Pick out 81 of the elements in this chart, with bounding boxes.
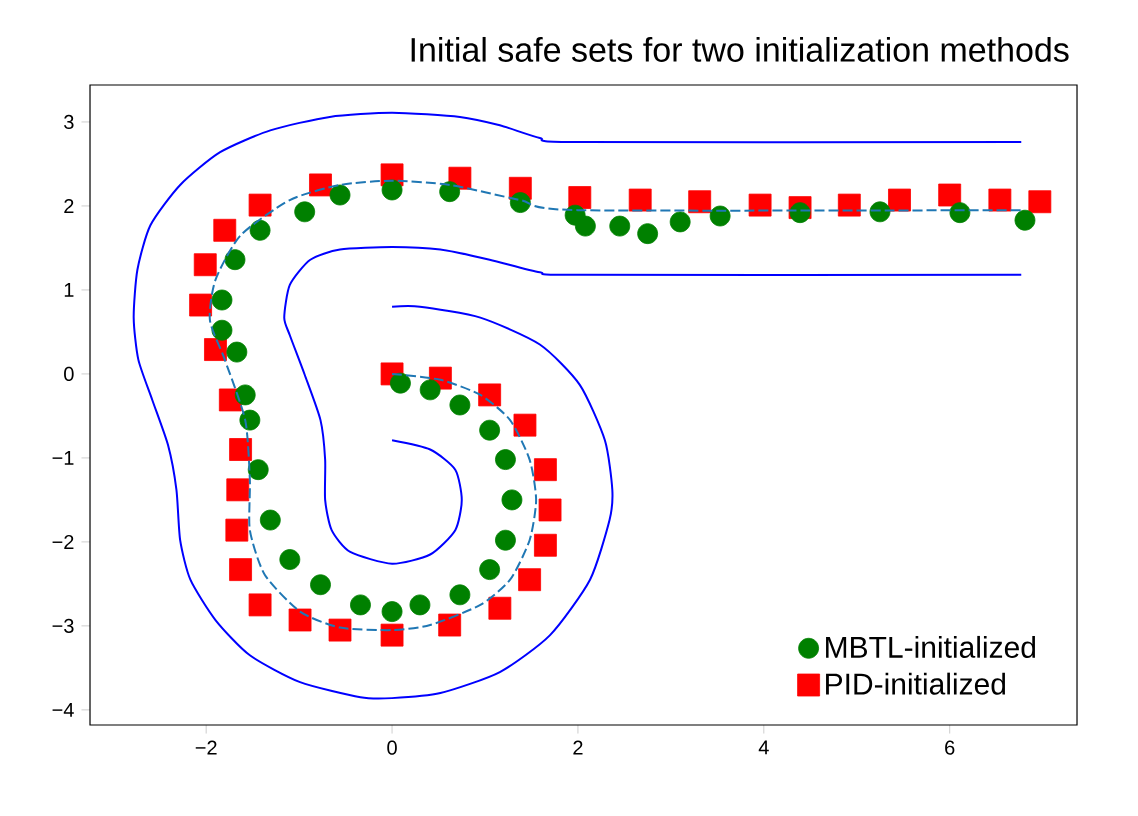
point <box>226 341 248 363</box>
point <box>193 253 217 277</box>
point <box>310 574 331 596</box>
point <box>409 594 431 616</box>
point <box>350 594 371 616</box>
point <box>189 293 212 317</box>
point <box>1014 209 1036 231</box>
point <box>637 223 659 245</box>
point <box>609 215 631 237</box>
x-tick-label: 6 <box>945 740 955 755</box>
point <box>224 249 246 271</box>
chart-title: Initial safe sets for two initialization methods <box>411 36 1069 62</box>
point <box>628 188 652 212</box>
point <box>513 413 537 437</box>
y-tick-label: −1 <box>52 451 74 465</box>
point <box>419 379 441 401</box>
point <box>234 384 256 406</box>
point <box>213 218 237 242</box>
y-tick-label: 1 <box>64 283 74 297</box>
y-tick-label: −2 <box>52 534 74 549</box>
point <box>478 383 502 407</box>
point <box>226 478 250 502</box>
point <box>748 193 772 217</box>
point <box>438 613 462 637</box>
y-tick-label: 2 <box>64 198 74 213</box>
point <box>1028 190 1052 214</box>
point <box>534 458 557 482</box>
point <box>211 319 233 341</box>
point <box>688 190 712 214</box>
point <box>288 608 312 632</box>
point <box>709 205 731 227</box>
point <box>249 219 271 241</box>
point <box>439 181 461 203</box>
point <box>479 559 501 581</box>
point <box>495 529 516 551</box>
y-tick-label: 0 <box>64 366 74 381</box>
point <box>239 409 261 431</box>
point <box>390 372 411 394</box>
point <box>501 489 523 511</box>
x-tick-label: 4 <box>758 740 769 755</box>
y-tick-label: 3 <box>64 114 74 130</box>
line-series <box>283 246 1023 565</box>
point <box>488 596 512 620</box>
x-tick-label: 2 <box>573 740 583 755</box>
point <box>574 215 596 237</box>
point <box>538 498 562 522</box>
point <box>837 193 861 217</box>
legend-label: PID-initialized <box>826 672 1006 695</box>
point <box>248 193 272 217</box>
point <box>329 184 351 206</box>
point <box>248 593 272 617</box>
point <box>479 419 501 441</box>
point <box>988 188 1012 212</box>
point <box>888 188 911 212</box>
legend-label: MBTL-initialized <box>826 635 1036 658</box>
point <box>518 568 542 592</box>
point <box>259 509 281 531</box>
point <box>309 173 332 197</box>
point <box>449 584 471 606</box>
point <box>279 549 301 570</box>
y-tick-label: −4 <box>52 702 74 717</box>
point <box>509 192 531 213</box>
point <box>381 601 403 623</box>
point <box>247 459 269 481</box>
y-tick-label: −3 <box>52 618 74 633</box>
point <box>328 618 352 642</box>
point <box>495 449 516 470</box>
point <box>211 289 233 311</box>
x-tick-label: 0 <box>387 740 397 755</box>
point <box>938 183 962 207</box>
point <box>381 179 403 201</box>
point <box>949 202 971 224</box>
point <box>229 558 252 582</box>
point <box>294 201 316 223</box>
point <box>449 394 471 416</box>
x-tick-label: −2 <box>195 740 217 755</box>
point <box>534 533 557 557</box>
point <box>229 438 252 461</box>
point <box>380 623 404 647</box>
point <box>669 211 691 233</box>
point <box>225 518 249 542</box>
